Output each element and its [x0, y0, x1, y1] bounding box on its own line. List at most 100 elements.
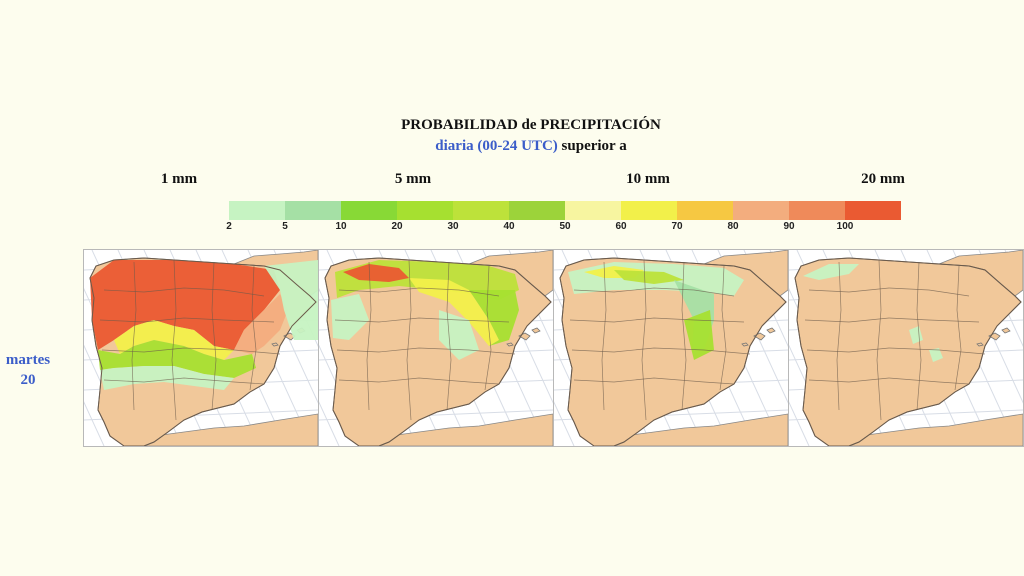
threshold-label-2: 5 mm [394, 171, 432, 187]
legend-swatch [677, 201, 733, 220]
legend-swatch [733, 201, 789, 220]
province-border [406, 259, 412, 421]
legend-swatch [285, 201, 341, 220]
province-border [804, 317, 980, 323]
subtitle-period: diaria (00-24 UTC) [435, 138, 558, 154]
province-border [338, 377, 500, 385]
province-border [446, 261, 452, 411]
probability-area [929, 348, 943, 362]
province-border [99, 317, 275, 323]
probability-area [90, 260, 280, 350]
probability-area [234, 294, 288, 354]
legend-tick-label: 40 [503, 221, 515, 232]
probability-area [803, 264, 859, 280]
province-border [571, 347, 751, 355]
legend-tick-label: 5 [282, 221, 288, 232]
probability-area [343, 264, 409, 282]
probability-area [264, 260, 318, 340]
probability-area [439, 310, 479, 360]
province-border [569, 317, 745, 323]
province-border [334, 317, 510, 323]
province-border [916, 261, 922, 411]
legend-swatch [453, 201, 509, 220]
legend-swatch [845, 201, 901, 220]
province-border [641, 259, 647, 421]
legend-tick-label: 10 [335, 221, 347, 232]
threshold-label-4: 20 mm [861, 171, 905, 187]
province-border [573, 377, 735, 385]
map-threshold-20mm[interactable] [788, 249, 1024, 447]
grid-line [554, 401, 575, 446]
province-border [101, 347, 281, 355]
threshold-label-3: 10 mm [626, 171, 670, 187]
province-border [171, 259, 177, 421]
legend-tick-label: 2 [226, 221, 232, 232]
page-subtitle: diaria (00-24 UTC) superior a [0, 138, 1024, 155]
map-threshold-1mm[interactable] [83, 249, 319, 447]
day-label: martes 20 [0, 350, 56, 390]
province-border [601, 261, 607, 411]
probability-area [469, 290, 519, 346]
province-border [366, 261, 372, 411]
grid-line [84, 401, 105, 446]
grid-line [789, 401, 810, 446]
coastline [794, 257, 1022, 446]
province-border [573, 287, 735, 297]
province-border [103, 287, 265, 297]
legend-tick-label: 20 [391, 221, 403, 232]
province-border [131, 261, 137, 411]
province-border [338, 287, 500, 297]
legend-swatch [397, 201, 453, 220]
probability-area [98, 340, 256, 378]
land-balearic [531, 327, 541, 334]
threshold-label-1: 1 mm [160, 171, 198, 187]
province-border [806, 347, 986, 355]
day-weekday: martes [5, 352, 51, 368]
probability-area [114, 320, 234, 360]
probability-area [100, 366, 234, 390]
land-balearic [766, 327, 776, 334]
color-legend [229, 201, 901, 220]
probability-area [684, 310, 714, 360]
province-border [211, 261, 217, 411]
legend-swatch [789, 201, 845, 220]
coastline [559, 257, 787, 446]
legend-tick-label: 100 [836, 221, 854, 232]
land-balearic [271, 342, 279, 347]
province-border [719, 265, 727, 391]
province-border [681, 261, 687, 411]
land-balearic [506, 342, 514, 347]
province-border [876, 259, 882, 421]
land-balearic [976, 342, 984, 347]
legend-tick-label: 80 [727, 221, 739, 232]
coastline [324, 257, 552, 446]
map-threshold-10mm[interactable] [553, 249, 789, 447]
province-border [836, 261, 842, 411]
land-balearic [741, 342, 749, 347]
legend-tick-label: 90 [783, 221, 795, 232]
province-border [484, 265, 492, 391]
grid-line [319, 401, 340, 446]
legend-tick-label: 60 [615, 221, 627, 232]
probability-area [409, 278, 499, 346]
day-date: 20 [20, 372, 36, 388]
province-border [808, 287, 970, 297]
province-border [103, 377, 265, 385]
coastline [89, 257, 317, 446]
page-title: PROBABILIDAD de PRECIPITACIÓN [401, 117, 661, 133]
probability-area [614, 270, 684, 284]
subtitle-qualifier: superior a [561, 138, 627, 154]
probability-area [331, 294, 369, 340]
legend-tick-label: 70 [671, 221, 683, 232]
legend-tick-label: 50 [559, 221, 571, 232]
legend-swatch [341, 201, 397, 220]
legend-swatch [621, 201, 677, 220]
land-balearic [1001, 327, 1011, 334]
province-border [249, 265, 257, 391]
province-border [954, 265, 962, 391]
legend-swatch [509, 201, 565, 220]
legend-swatch [229, 201, 285, 220]
legend-ticks: 2 5 10 20 30 40 50 60 70 80 90 100 [0, 221, 1024, 235]
map-threshold-5mm[interactable] [318, 249, 554, 447]
province-border [808, 377, 970, 385]
